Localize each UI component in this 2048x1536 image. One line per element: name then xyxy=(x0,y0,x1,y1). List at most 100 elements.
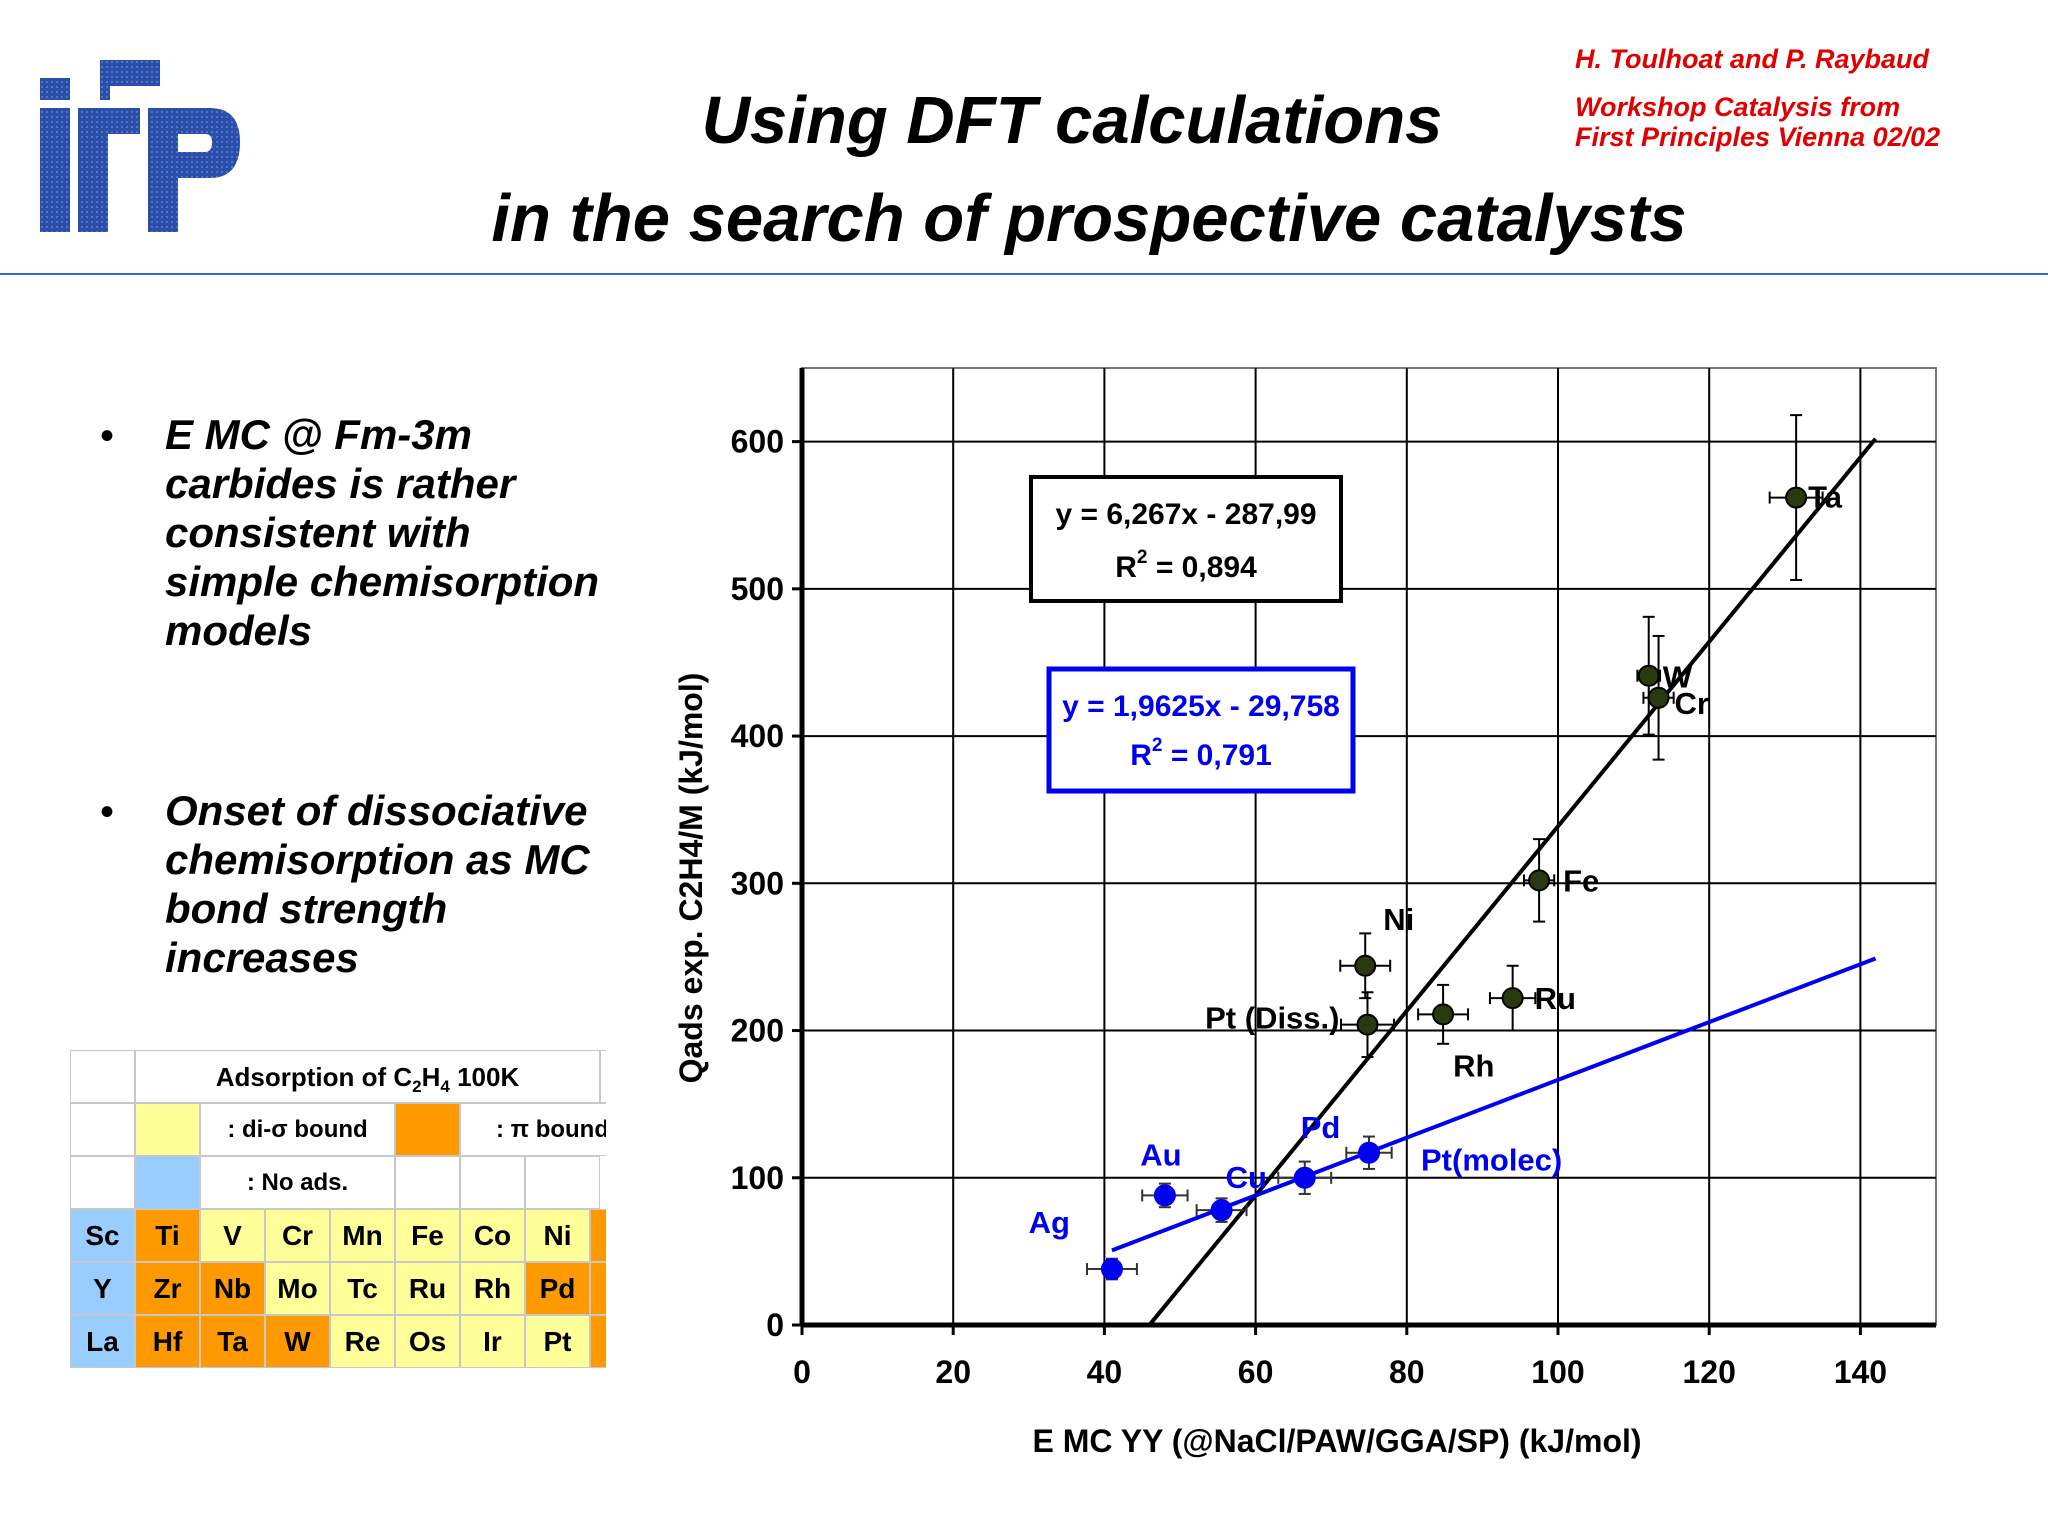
ifp-logo-icon xyxy=(40,60,240,232)
data-point-ta xyxy=(1785,486,1808,509)
authors: H. Toulhoat and P. Raybaud xyxy=(1575,44,1930,74)
data-points xyxy=(1086,414,1824,1281)
element-cell-pt: Pt xyxy=(525,1315,590,1368)
legend-swatch-pi xyxy=(395,1103,460,1156)
fit-line-series-0 xyxy=(1148,437,1878,1326)
table-title: Adsorption of C2H4 100K xyxy=(135,1050,600,1103)
data-point-ag xyxy=(1100,1258,1123,1281)
point-label: Cu xyxy=(1226,1160,1267,1195)
element-cell-co: Co xyxy=(460,1209,525,1262)
point-label: Ag xyxy=(1029,1205,1070,1240)
data-point-fe xyxy=(1528,869,1551,892)
table-cell xyxy=(600,1050,606,1103)
element-cell-sc: Sc xyxy=(70,1209,135,1262)
data-point-ru xyxy=(1501,987,1524,1010)
data-point-rh xyxy=(1432,1003,1455,1026)
point-label: Cr xyxy=(1675,686,1709,721)
element-cell-cr: Cr xyxy=(265,1209,330,1262)
table-cell xyxy=(395,1156,460,1209)
fit-equation-black: y = 6,267x - 287,99 xyxy=(1055,498,1316,531)
fit-r2-blue: R2 = 0,791 xyxy=(1130,735,1272,772)
element-cell-re: Re xyxy=(330,1315,395,1368)
y-tick-label: 300 xyxy=(731,865,784,901)
element-cell-zr: Zr xyxy=(135,1262,200,1315)
x-tick-label: 0 xyxy=(793,1354,811,1390)
point-label: Pt (Diss.) xyxy=(1205,1001,1339,1036)
data-point-cu xyxy=(1210,1199,1233,1222)
point-label: Rh xyxy=(1453,1048,1494,1083)
y-tick-label: 400 xyxy=(731,718,784,754)
header-divider xyxy=(0,273,2048,275)
event-line-1: Workshop Catalysis from xyxy=(1575,92,1901,122)
element-cell-pd: Pd xyxy=(525,1262,590,1315)
x-tick-label: 20 xyxy=(935,1354,971,1390)
legend-label-no-ads: : No ads. xyxy=(200,1156,395,1209)
fit-equation-blue: y = 1,9625x - 29,758 xyxy=(1062,690,1340,723)
x-tick-label: 140 xyxy=(1834,1354,1887,1390)
fit-lines xyxy=(1111,437,1878,1326)
bullet-symbol: • xyxy=(100,790,115,834)
element-cell-fe: Fe xyxy=(395,1209,460,1262)
point-label: Ru xyxy=(1535,981,1576,1016)
point-label: Fe xyxy=(1563,863,1599,898)
element-cell-ir: Ir xyxy=(460,1315,525,1368)
y-tick-label: 200 xyxy=(731,1013,784,1049)
x-tick-label: 80 xyxy=(1389,1354,1425,1390)
table-cell xyxy=(460,1156,525,1209)
data-point-pd xyxy=(1293,1166,1316,1189)
plot-area xyxy=(801,367,1937,1326)
element-cell-rh: Rh xyxy=(460,1262,525,1315)
element-cell-mn: Mn xyxy=(330,1209,395,1262)
x-tick-label: 100 xyxy=(1531,1354,1584,1390)
legend-swatch-di-sigma xyxy=(135,1103,200,1156)
point-label: Ta xyxy=(1808,480,1843,515)
element-cell-la: La xyxy=(70,1315,135,1368)
table-corner-cell xyxy=(70,1050,135,1103)
fit-r2-black: R2 = 0,894 xyxy=(1115,547,1257,584)
element-cell-mo: Mo xyxy=(265,1262,330,1315)
table-cell xyxy=(70,1103,135,1156)
y-tick-label: 500 xyxy=(731,571,784,607)
legend-label-di-sigma: : di-σ bound xyxy=(200,1103,395,1156)
element-cell-y: Y xyxy=(70,1262,135,1315)
element-cell-ni: Ni xyxy=(525,1209,590,1262)
point-label: Pd xyxy=(1301,1110,1341,1145)
event-line-2: First Principles Vienna 02/02 xyxy=(1575,122,1941,152)
element-cell-nb: Nb xyxy=(200,1262,265,1315)
element-cell-ti: Ti xyxy=(135,1209,200,1262)
table-cell xyxy=(70,1156,135,1209)
element-cell-os: Os xyxy=(395,1315,460,1368)
bullet-symbol: • xyxy=(100,414,115,458)
y-tick-label: 0 xyxy=(766,1307,784,1343)
legend-label-pi: : π bound xyxy=(460,1103,606,1156)
data-point-cr xyxy=(1647,686,1670,709)
data-point-au xyxy=(1153,1184,1176,1207)
data-point-w xyxy=(1637,664,1660,687)
data-point-pt-molec- xyxy=(1358,1141,1380,1164)
point-label: Au xyxy=(1140,1137,1181,1172)
bullet-text-2: Onset of dissociative chemisorption as M… xyxy=(165,787,590,981)
x-tick-label: 60 xyxy=(1238,1354,1274,1390)
element-cell-cut xyxy=(590,1262,606,1315)
bullet-text-1: E MC @ Fm-3m carbides is rather consiste… xyxy=(165,411,600,654)
fit-box-blue xyxy=(1046,666,1356,794)
x-axis-label: E MC YY (@NaCl/PAW/GGA/SP) (kJ/mol) xyxy=(1032,1423,1641,1459)
element-cell-ta: Ta xyxy=(200,1315,265,1368)
title-line-1: Using DFT calculations xyxy=(701,83,1443,158)
element-cell-tc: Tc xyxy=(330,1262,395,1315)
legend-swatch-no-ads xyxy=(135,1156,200,1209)
element-cell-cut xyxy=(590,1315,606,1368)
y-tick-label: 100 xyxy=(731,1160,784,1196)
data-point-ni xyxy=(1354,954,1377,977)
element-cell-cut xyxy=(590,1209,606,1262)
element-cell-ru: Ru xyxy=(395,1262,460,1315)
element-cell-w: W xyxy=(265,1315,330,1368)
scatter-chart: 0 20 40 60 80 100 120 140 0 100 200 300 400 500 600 Ta… xyxy=(673,367,1937,1459)
x-tick-label: 40 xyxy=(1087,1354,1123,1390)
title-line-2: in the search of prospective catalysts xyxy=(491,181,1687,256)
element-cell-hf: Hf xyxy=(135,1315,200,1368)
data-point-pt-diss- xyxy=(1356,1013,1379,1036)
y-axis-label: Qads exp. C2H4/M (kJ/mol) xyxy=(673,673,709,1084)
point-label: Ni xyxy=(1383,902,1414,937)
point-label: Pt(molec) xyxy=(1421,1143,1562,1178)
